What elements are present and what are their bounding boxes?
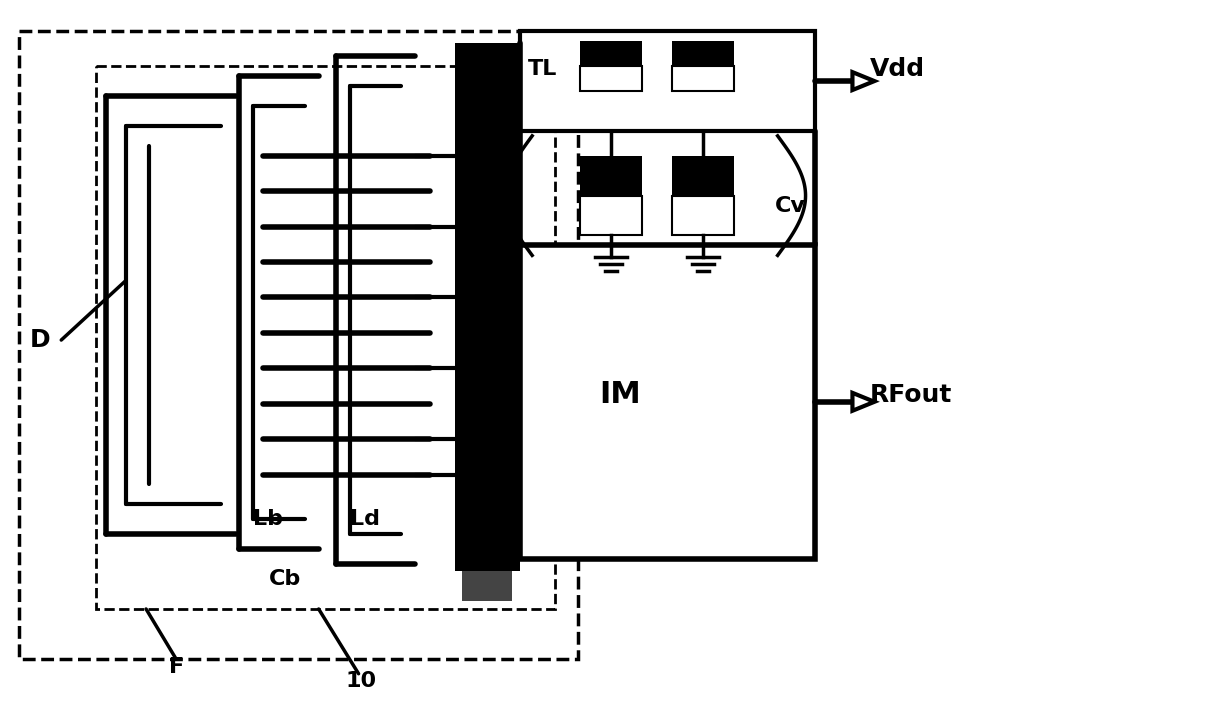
Bar	[672, 41, 733, 66]
Bar	[462, 571, 512, 601]
Bar	[456, 43, 521, 571]
Text: IM: IM	[599, 380, 640, 409]
Bar	[580, 66, 642, 91]
Bar	[580, 196, 642, 235]
Bar	[672, 66, 733, 91]
Bar	[580, 156, 642, 196]
Text: TL: TL	[528, 59, 557, 79]
Bar	[521, 31, 815, 131]
Text: Lb: Lb	[253, 509, 282, 530]
Text: Cb: Cb	[269, 569, 301, 589]
Bar	[580, 41, 642, 66]
Text: Cv: Cv	[775, 196, 805, 216]
Bar	[521, 245, 815, 559]
Text: Ld: Ld	[349, 509, 380, 530]
Text: Vdd: Vdd	[869, 57, 925, 81]
Text: RFout: RFout	[869, 382, 952, 407]
Text: Cd: Cd	[478, 196, 511, 216]
Bar	[97, 66, 555, 609]
Bar	[20, 31, 578, 659]
Bar	[672, 196, 733, 235]
Bar	[672, 156, 733, 196]
Polygon shape	[853, 72, 875, 90]
Text: F: F	[169, 657, 185, 677]
Text: D: D	[29, 328, 50, 352]
Text: 10: 10	[346, 671, 376, 691]
Polygon shape	[853, 393, 875, 411]
